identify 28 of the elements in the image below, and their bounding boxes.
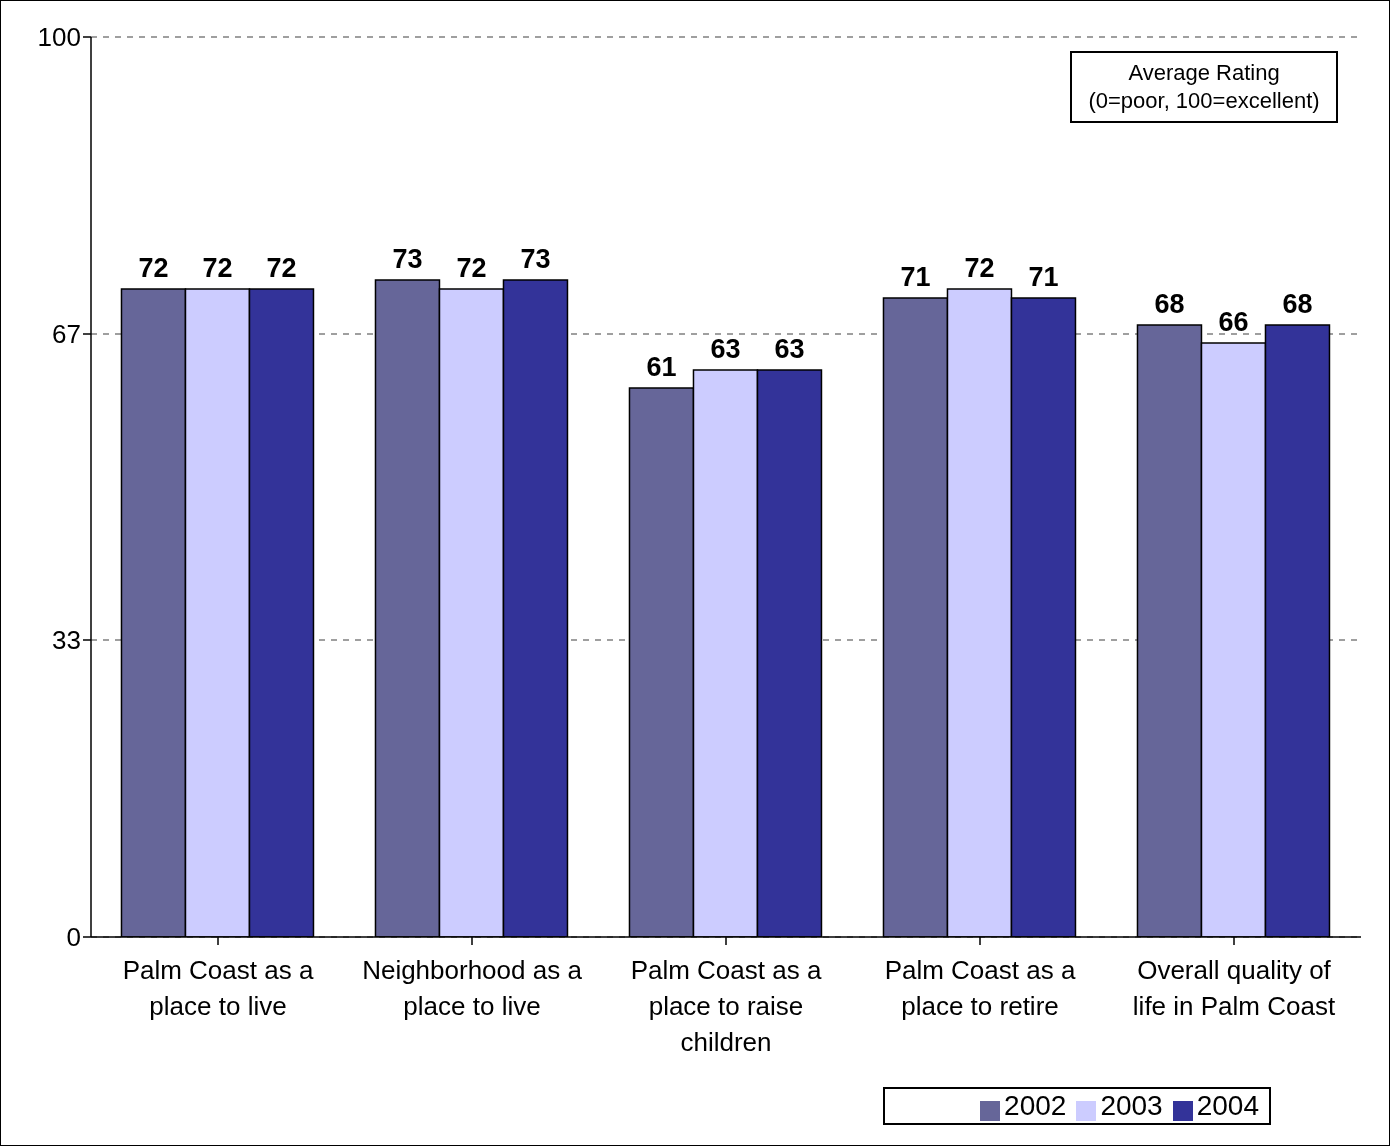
- data-label: 71: [900, 262, 931, 292]
- data-label: 72: [964, 253, 995, 283]
- y-tick-label: 67: [52, 319, 81, 350]
- y-tick-label: 33: [52, 625, 81, 656]
- data-label: 73: [520, 244, 551, 274]
- data-label: 68: [1154, 289, 1185, 319]
- data-label: 73: [392, 244, 423, 274]
- x-tick-label: Overall quality of life in Palm Coast: [1132, 955, 1336, 1021]
- data-label: 63: [710, 334, 741, 364]
- data-label: 68: [1282, 289, 1313, 319]
- data-label: 72: [202, 253, 233, 283]
- annotation: Average Rating (0=poor, 100=excellent): [1070, 51, 1338, 123]
- data-label: 72: [456, 253, 487, 283]
- legend-label: 2004: [1196, 1090, 1259, 1121]
- data-label: 63: [774, 334, 805, 364]
- x-tick-label: Palm Coast as a place to live: [122, 955, 314, 1021]
- legend-label: 2003: [1100, 1090, 1163, 1121]
- data-label: 72: [138, 253, 169, 283]
- x-tick-label: Palm Coast as a place to raise children: [630, 955, 822, 1057]
- data-label: 66: [1218, 307, 1249, 337]
- data-label: 61: [646, 352, 677, 382]
- x-tick-label: Neighborhood as a place to live: [362, 955, 583, 1021]
- legend-label: 2002: [1004, 1090, 1067, 1121]
- data-label: 72: [266, 253, 297, 283]
- data-label: 71: [1028, 262, 1059, 292]
- x-tick-label: Palm Coast as a place to retire: [884, 955, 1076, 1021]
- y-tick-label: 0: [66, 922, 81, 953]
- y-tick-label: 100: [37, 22, 81, 53]
